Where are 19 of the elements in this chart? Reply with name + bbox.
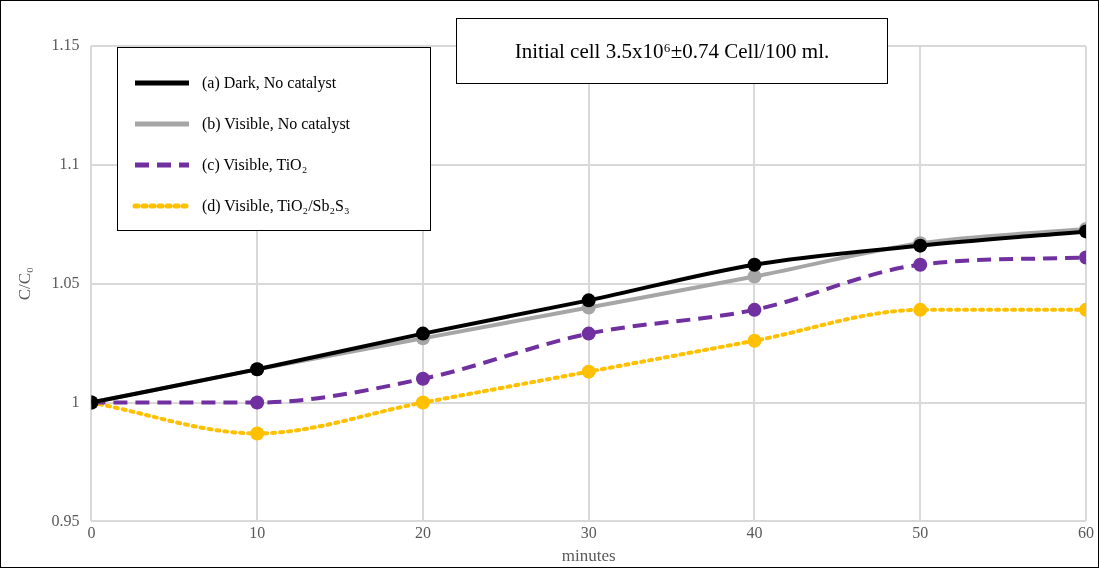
text-box: Initial cell 3.5x10⁶±0.74 Cell/100 ml. xyxy=(456,18,888,84)
y-tick-label: 1 xyxy=(71,392,80,410)
x-tick-label: 0 xyxy=(87,524,96,542)
legend-label: (a) Dark, No catalyst xyxy=(202,73,337,92)
legend-label: (d) Visible, TiO₂/Sb₂S₃ xyxy=(202,196,350,215)
x-tick-label: 50 xyxy=(912,524,929,542)
legend-label: (b) Visible, No catalyst xyxy=(202,114,351,133)
x-tick-label: 40 xyxy=(746,524,763,542)
y-axis-title: C/C₀ xyxy=(14,266,34,301)
x-tick-label: 20 xyxy=(414,524,431,542)
y-tick-label: 1.05 xyxy=(51,273,80,291)
y-tick-label: 1.15 xyxy=(51,36,80,54)
y-tick-label: 1.1 xyxy=(59,155,80,173)
y-tick-label: 0.95 xyxy=(51,511,80,529)
x-tick-label: 60 xyxy=(1078,524,1094,542)
x-axis-title: minutes xyxy=(561,546,616,566)
legend-label: (c) Visible, TiO₂ xyxy=(202,155,308,174)
x-tick-label: 30 xyxy=(580,524,597,542)
x-tick-label: 10 xyxy=(249,524,266,542)
